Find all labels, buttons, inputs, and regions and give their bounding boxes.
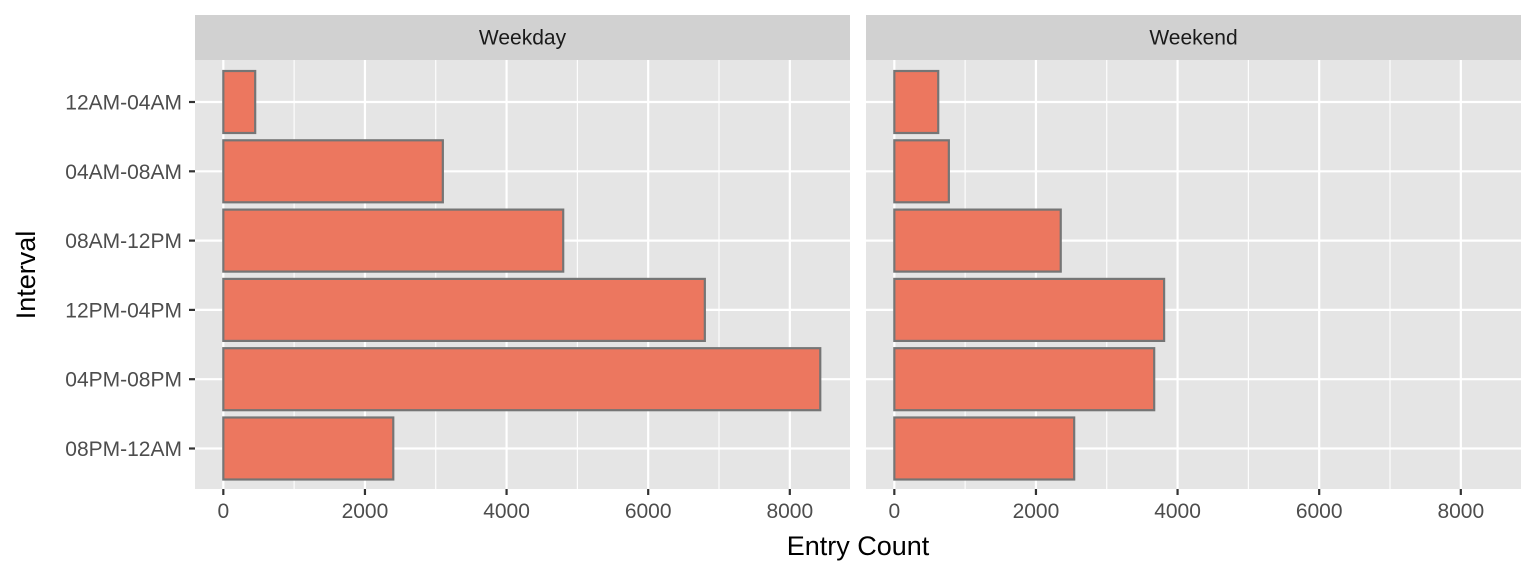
- x-tick-label: 0: [217, 500, 229, 523]
- bar-12pm-04pm: [893, 277, 1166, 342]
- bar-12pm-04pm: [222, 277, 706, 342]
- facet-strip-label: Weekday: [479, 27, 567, 50]
- bar-04pm-08pm: [893, 347, 1156, 412]
- panel-weekend: Weekend 0 2000 4000 6000 8000: [866, 15, 1521, 523]
- bar-04pm-08pm: [222, 347, 822, 412]
- facet-strip: [195, 15, 850, 60]
- x-tick-label: 4000: [483, 500, 530, 523]
- bar-04am-08am: [222, 139, 444, 204]
- bar-08am-12pm: [893, 208, 1062, 273]
- x-tick-label: 2000: [342, 500, 389, 523]
- bar-08am-12pm: [222, 208, 565, 273]
- y-tick-label: 08PM-12AM: [65, 438, 182, 461]
- y-tick-label: 12PM-04PM: [65, 299, 182, 322]
- y-tick-label: 08AM-12PM: [65, 230, 182, 253]
- bar-04am-08am: [893, 139, 950, 204]
- x-tick-label: 6000: [625, 500, 672, 523]
- bar-12am-04am: [893, 69, 940, 135]
- panels-layer: Weekday 0 2000 4000 6000 8000 Weekend 0 2000 4000…: [195, 15, 1521, 523]
- y-tick-label: 04PM-08PM: [65, 369, 182, 392]
- x-tick-label: 8000: [1437, 500, 1484, 523]
- x-tick-label: 8000: [766, 500, 813, 523]
- y-axis-title: Interval: [11, 231, 41, 320]
- bar-12am-04am: [222, 69, 257, 135]
- x-tick-label: 2000: [1013, 500, 1060, 523]
- y-tick-label: 04AM-08AM: [65, 161, 182, 184]
- y-axis: 12AM-04AM 04AM-08AM 08AM-12PM 12PM-04PM 04PM…: [65, 92, 195, 461]
- panel-weekday: Weekday 0 2000 4000 6000 8000: [195, 15, 850, 523]
- bar-08pm-12am: [222, 416, 395, 481]
- x-tick-label: 0: [888, 500, 900, 523]
- facet-strip-label: Weekend: [1149, 27, 1237, 50]
- bar-08pm-12am: [893, 416, 1076, 481]
- facet-strip: [866, 15, 1521, 60]
- x-axis-title: Entry Count: [787, 531, 930, 561]
- y-tick-label: 12AM-04AM: [65, 92, 182, 115]
- x-tick-label: 6000: [1296, 500, 1343, 523]
- x-tick-label: 4000: [1154, 500, 1201, 523]
